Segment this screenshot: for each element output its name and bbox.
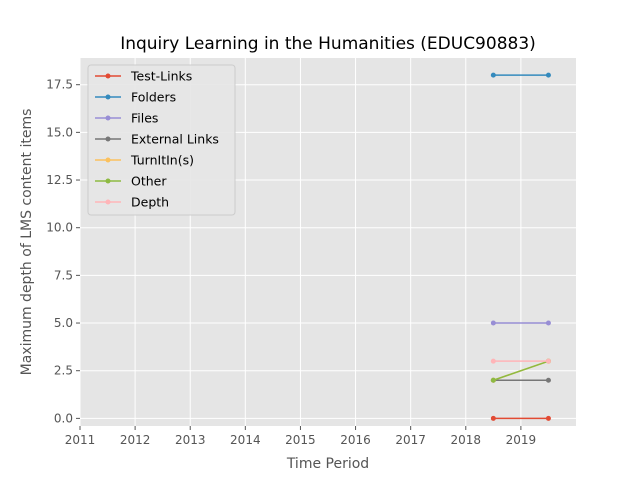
data-point-files [490,320,496,326]
y-tick-label: 5.0 [54,316,73,330]
data-point-test-links [545,415,551,421]
legend-swatch-marker [105,73,111,79]
data-point-folders [545,72,551,78]
x-tick-label: 2016 [340,433,371,447]
x-axis: 2011 2012 2013 2014 2015 2016 2017 2018 2019 [65,426,536,447]
y-axis: 0.0 2.5 5.0 7.5 10.0 12.5 15.0 17.5 [46,78,80,425]
x-tick-label: 2018 [451,433,482,447]
legend-swatch-marker [105,178,111,184]
y-tick-label: 2.5 [54,364,73,378]
series-test-links [490,415,551,421]
y-tick-label: 17.5 [46,78,73,92]
legend-swatch-marker [105,115,111,121]
legend-label: TurnItIn(s) [130,153,194,168]
y-tick-label: 7.5 [54,268,73,282]
data-point-depth [545,358,551,364]
x-tick-label: 2017 [395,433,426,447]
data-point-test-links [490,415,496,421]
series-depth [490,358,551,364]
legend-swatch-marker [105,157,111,163]
legend-label: Folders [131,90,176,105]
y-tick-label: 12.5 [46,173,73,187]
y-tick-label: 0.0 [54,411,73,425]
x-tick-label: 2015 [285,433,316,447]
legend-swatch-marker [105,94,111,100]
x-tick-label: 2014 [230,433,261,447]
data-point-external-links [545,377,551,383]
legend-label: External Links [131,132,219,147]
x-tick-label: 2019 [506,433,537,447]
data-point-other [490,377,496,383]
series-line-other [493,360,549,381]
legend-label: Files [131,111,158,126]
series-folders [490,72,551,78]
legend-item: Files [95,111,158,126]
y-tick-label: 10.0 [46,221,73,235]
legend-swatch-marker [105,136,111,142]
y-tick-label: 15.0 [46,125,73,139]
series-group [490,72,551,421]
legend-label: Depth [131,195,169,210]
legend-item: Depth [95,195,169,210]
x-axis-label: Time Period [286,456,369,472]
legend-label: Test-Links [130,69,192,84]
legend-item: TurnItIn(s) [95,153,194,168]
legend-box [87,64,236,216]
legend-item: Other [95,174,167,189]
data-point-folders [490,72,496,78]
series-files [490,320,551,326]
data-point-files [545,320,551,326]
x-tick-label: 2011 [65,433,96,447]
data-point-depth [490,358,496,364]
legend-swatch-marker [105,199,111,205]
legend-label: Other [131,174,167,189]
legend-item: Folders [95,90,176,105]
legend-item: Test-Links [95,69,192,84]
y-axis-label: Maximum depth of LMS content items [19,109,35,376]
legend: Test-Links Folders Files External Links Turn… [87,64,236,216]
x-tick-label: 2013 [175,433,206,447]
chart-title: Inquiry Learning in the Humanities (EDUC… [120,34,536,54]
x-tick-label: 2012 [120,433,151,447]
legend-item: External Links [95,132,219,147]
